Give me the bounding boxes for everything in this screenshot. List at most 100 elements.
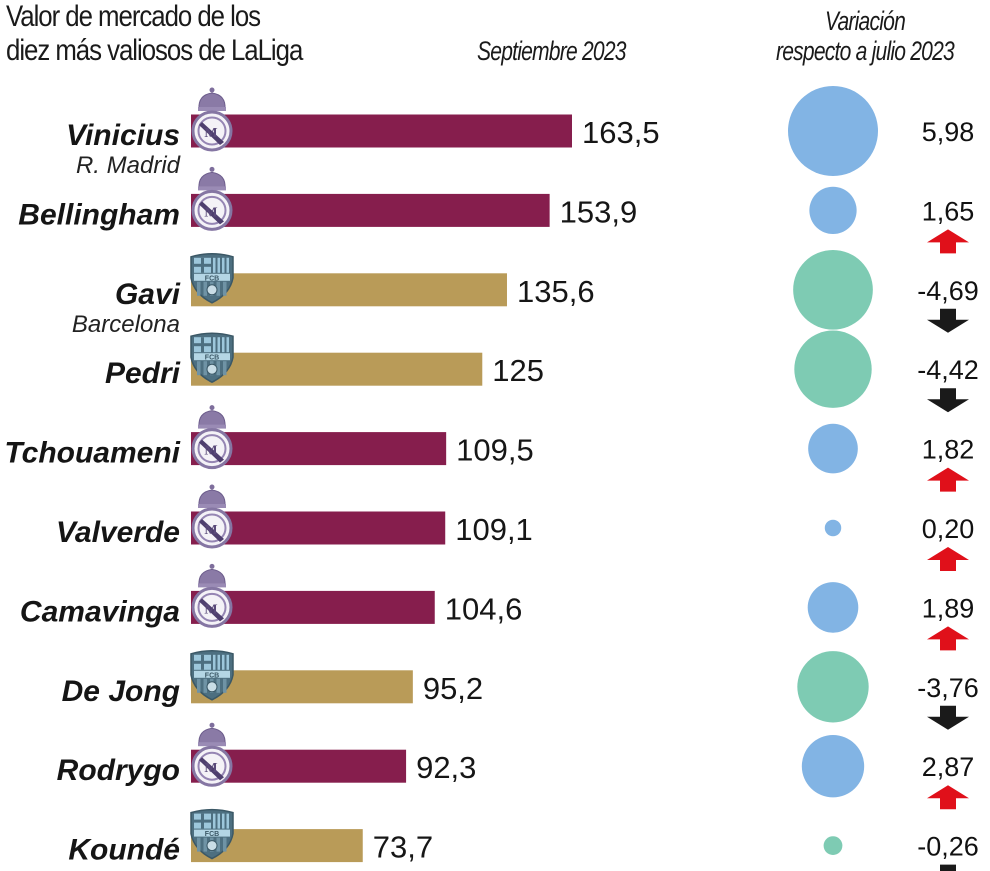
bar [191,432,447,466]
crown-cross [209,166,215,172]
date-subtitle: Septiembre 2023 [477,36,626,66]
variation-header-line-1: Variación [825,6,906,36]
value-label: 109,1 [455,512,533,547]
player-name: Tchouameni [4,437,180,470]
variation-header: Variación respecto a julio 2023 [740,6,990,66]
crown-shape [198,410,226,428]
value-label: 95,2 [423,671,483,706]
real-madrid-crest-icon: M [191,87,233,152]
crest-fcb-text: FCB [205,355,219,362]
variation-label: -4,69 [917,276,979,306]
bar [191,273,507,307]
bar [191,114,572,148]
variation-label: 1,65 [922,196,975,226]
player-name: Koundé [68,834,180,867]
variation-label: -0,26 [917,832,979,862]
crest-lower-stripe [223,281,227,296]
value-label: 125 [492,353,544,388]
club-label: Barcelona [72,311,180,338]
crest-stripe [222,813,225,829]
crest-ball [206,284,218,296]
value-label: 163,5 [582,115,660,150]
crest-letter: M [204,444,217,459]
variation-bubble [808,423,858,474]
crown-cross [209,87,215,93]
player-name: Camavinga [20,595,180,628]
crest-cross-h [194,819,211,823]
crest-lower-stripe [203,361,207,376]
crest-stripe [217,257,220,273]
chart-title: Valor de mercado de los diez más valioso… [6,0,303,68]
crest-fcb-band [194,353,230,361]
real-madrid-crest-icon: M [191,484,233,549]
crest-lower-stripe [223,678,227,693]
crown-band [198,504,226,508]
crest-letter: M [204,761,217,776]
crest-stripe [226,337,229,353]
crest-lower-stripe [216,678,220,693]
variation-bubble [824,519,842,537]
arrow-up-icon [927,467,969,492]
arrow-up-icon [927,547,969,571]
real-madrid-crest-icon: M [191,166,233,231]
crown-cross [209,405,215,411]
crown-shape [198,171,226,189]
crest-cross-h [194,263,211,267]
player-name: Pedri [105,357,181,390]
barcelona-crest-icon: FCB [190,808,234,860]
player-name: Rodrygo [57,754,180,787]
arrow-up-icon [927,785,969,810]
crest-inner-ring [197,434,227,464]
bar [191,352,483,386]
crest-stripe [226,257,229,273]
chart-title-line-1: Valor de mercado de los [6,0,261,33]
crest-letter: M [204,523,217,538]
crest-stripe [217,337,220,353]
crown-band [198,107,226,111]
crest-stripe [213,257,216,273]
variation-bubble [788,86,878,176]
crest-lower-stripe [197,837,201,852]
crest-sash [199,122,224,145]
crest-fcb-text: FCB [205,831,219,838]
barcelona-crest-icon: FCB [190,650,234,701]
crest-letter: M [204,205,217,220]
crest-lower-stripe [223,837,227,852]
real-madrid-crest-icon: M [191,722,233,787]
crest-inner-ring [197,116,227,146]
crest-sash [199,519,224,542]
bar [191,193,550,227]
bar-row: De Jong FCB 95,2 -3,76 [62,650,979,730]
crest-inner-ring [197,751,227,781]
bar [191,511,446,545]
variation-label: 1,89 [922,593,975,623]
crest-sash [199,201,224,225]
player-name: Valverde [56,516,180,549]
arrow-down-icon [940,864,956,871]
crown-cross [209,563,215,569]
crest-cross-h [194,660,211,664]
bar-row: Camavinga M 104,6 1,89 [20,563,975,651]
value-label: 104,6 [445,591,523,626]
player-name: Gavi [115,278,181,311]
value-label: 109,5 [456,433,534,468]
crest-lower-stripe [197,281,201,296]
variation-label: -4,42 [917,355,979,385]
variation-bubble [807,582,859,633]
bar-row: Gavi FCB 135,6 -4,69 [115,249,979,333]
crest-sash [199,757,224,781]
crest-fcb-text: FCB [205,275,219,282]
crown-band [198,424,226,429]
crest-stripe [213,654,216,670]
arrow-down-icon [927,388,969,413]
crest-lower-stripe [216,361,220,376]
bar-row: Pedri FCB 125 -4,42 [105,330,979,413]
crest-stripe [226,654,229,670]
bar-row: Koundé FCB 73,7 -0,26 [68,808,979,871]
crest-ball [206,681,218,693]
crest-lower-stripe [216,837,220,852]
crest-letter: M [204,126,217,141]
bar-row: Bellingham M 153,9 1,65 [18,166,975,254]
player-name: Bellingham [18,198,180,231]
